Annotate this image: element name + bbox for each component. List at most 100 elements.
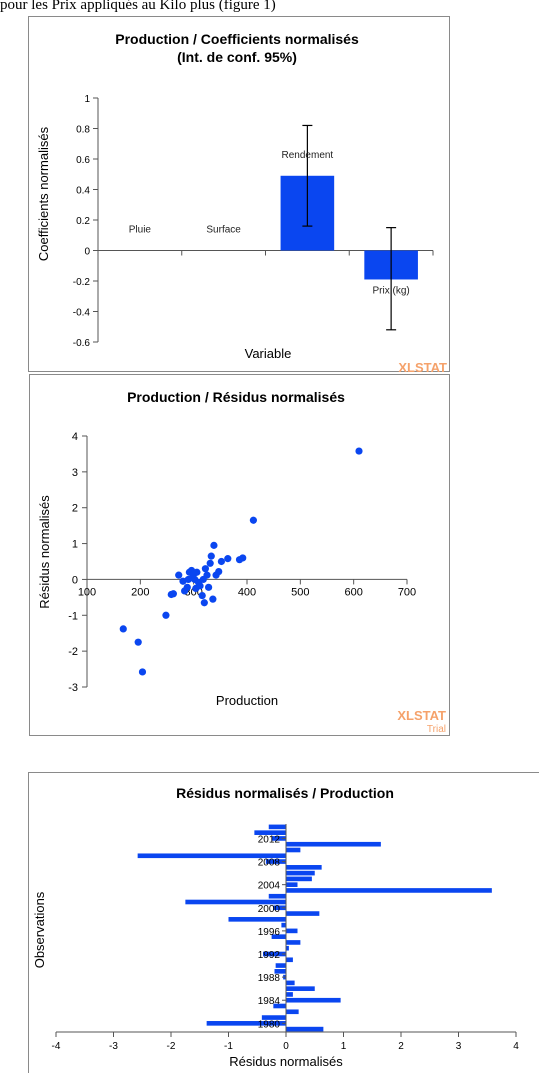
- y-tick-label: 1984: [258, 996, 281, 1007]
- category-label: Rendement: [282, 150, 334, 161]
- y-tick-label: 0.4: [76, 186, 90, 197]
- bar: [281, 922, 286, 928]
- x-tick-label: -2: [167, 1041, 176, 1052]
- bar: [286, 940, 301, 945]
- x-tick-label: 500: [291, 586, 309, 598]
- y-tick-label: -2: [68, 646, 78, 658]
- x-tick-label: 700: [398, 586, 416, 598]
- data-point: [205, 583, 213, 591]
- y-tick-label: 1996: [258, 927, 281, 938]
- y-tick-label: 4: [72, 431, 78, 443]
- bar: [206, 1021, 286, 1026]
- y-axis-title: Coefficients normalisés: [36, 126, 51, 261]
- coefficients-chart: Production / Coefficients normalisés (In…: [28, 16, 450, 372]
- y-axis-title: Observations: [32, 891, 47, 968]
- y-tick-label: 0: [72, 574, 78, 586]
- bar: [185, 899, 286, 905]
- x-axis-title: Variable: [245, 346, 292, 361]
- plot-area: -0.6 -0.4 -0.2 0 0.2 0.4 0.6 0.8 1 Pluie Surface Re…: [73, 94, 434, 349]
- bar: [286, 888, 492, 893]
- y-tick-label: -0.2: [73, 277, 91, 288]
- data-point: [134, 638, 142, 646]
- bar: [286, 997, 341, 1003]
- data-point: [210, 541, 218, 549]
- x-tick-label: 0: [283, 1041, 289, 1052]
- data-point: [175, 571, 183, 579]
- data-point: [206, 559, 214, 567]
- chart-border: [29, 374, 450, 736]
- data-point: [183, 583, 191, 591]
- data-point: [355, 447, 363, 455]
- y-tick-label: 1992: [258, 950, 281, 961]
- data-point: [207, 552, 215, 560]
- bar: [137, 853, 286, 859]
- watermark-brand: XLSTAT: [397, 708, 446, 723]
- data-point: [198, 591, 206, 600]
- chart-subtitle: (Int. de conf. 95%): [177, 49, 297, 65]
- watermark-brand: XLSTAT: [398, 360, 447, 372]
- y-tick-label: 2000: [258, 904, 281, 915]
- y-tick-label: -0.4: [73, 308, 91, 319]
- y-tick-label: -3: [68, 682, 78, 694]
- chart-border: [28, 16, 450, 372]
- data-point: [249, 516, 257, 524]
- bar: [286, 1026, 324, 1032]
- category-label: Pluie: [129, 225, 152, 236]
- category-label: Prix (kg): [373, 285, 410, 296]
- category-label: Surface: [206, 225, 241, 236]
- y-tick-label: 2: [72, 503, 78, 515]
- x-tick-label: 4: [513, 1041, 519, 1052]
- x-tick-label: 2: [398, 1041, 404, 1052]
- bar: [286, 980, 295, 986]
- bar: [271, 934, 286, 939]
- y-tick-label: 0: [84, 247, 90, 258]
- bar: [286, 882, 298, 887]
- x-tick-label: 600: [344, 586, 362, 598]
- y-tick-label: 1988: [258, 973, 281, 984]
- data-point: [239, 554, 247, 562]
- y-tick-label: 3: [72, 467, 78, 479]
- bar: [265, 859, 286, 864]
- bar: [271, 836, 286, 841]
- bar: [268, 893, 286, 899]
- y-tick-label: 0.2: [76, 216, 90, 227]
- bar: [286, 911, 320, 916]
- y-tick-label: 1980: [258, 1019, 281, 1030]
- chart-title: Production / Coefficients normalisés: [115, 31, 359, 47]
- bar: [286, 928, 298, 934]
- bar: [286, 1009, 299, 1015]
- x-tick-label: 100: [78, 586, 96, 598]
- y-tick-label: 2012: [258, 834, 281, 845]
- data-point: [217, 557, 225, 566]
- data-point: [224, 555, 232, 563]
- y-tick-label: 1: [84, 94, 90, 105]
- bar: [286, 992, 293, 997]
- data-point: [196, 582, 204, 590]
- data-point: [119, 625, 127, 633]
- y-tick-label: 2004: [258, 881, 281, 892]
- x-tick-label: 200: [131, 586, 149, 598]
- data-point: [193, 568, 201, 576]
- x-tick-label: 400: [238, 586, 256, 598]
- x-tick-label: 1: [341, 1041, 347, 1052]
- x-axis-title: Production: [216, 693, 278, 708]
- watermark-sub: Trial: [427, 724, 446, 735]
- residuals-bar-chart: Résidus normalisés / Production -4 -3 -2 -1…: [28, 772, 539, 1073]
- data-point: [169, 590, 177, 598]
- x-tick-label: -1: [224, 1041, 233, 1052]
- bar: [275, 963, 286, 968]
- data-point: [138, 668, 147, 676]
- x-tick-label: 3: [456, 1041, 462, 1052]
- x-tick-label: -4: [52, 1041, 61, 1052]
- residuals-scatter-chart: Production / Résidus normalisés -3-2-101…: [29, 374, 450, 736]
- bar: [261, 1015, 286, 1020]
- y-tick-label: -0.6: [73, 338, 91, 349]
- plot-area: -4 -3 -2 -1 0 1 2 3 4 1980 1984 1988 1992 1996 2000 200…: [52, 824, 519, 1052]
- y-tick-label: -1: [68, 610, 78, 622]
- bar: [286, 865, 322, 870]
- x-axis-title: Résidus normalisés: [229, 1054, 343, 1069]
- data-point: [203, 571, 211, 579]
- bar: [286, 841, 381, 847]
- bar: [228, 917, 286, 922]
